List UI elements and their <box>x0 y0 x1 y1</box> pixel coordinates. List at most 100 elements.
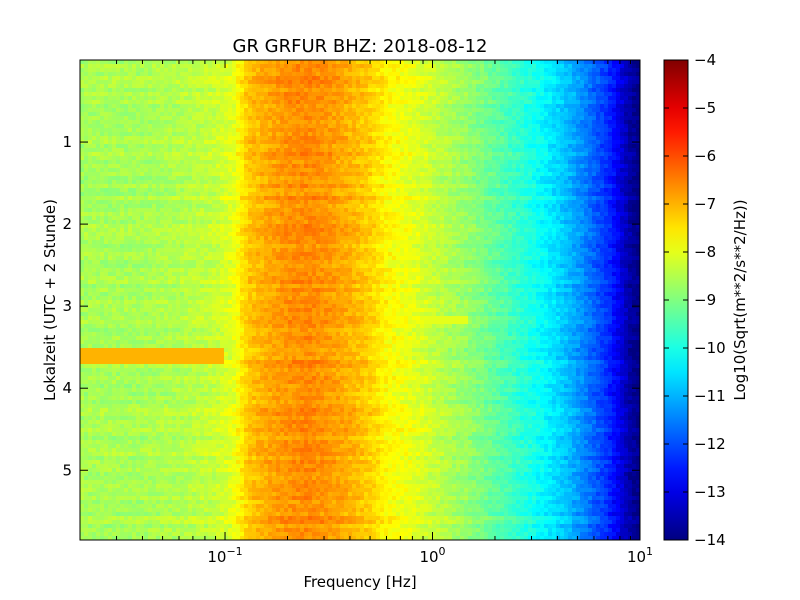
heatmap-cell <box>204 124 209 129</box>
heatmap-cell <box>360 168 365 173</box>
heatmap-cell <box>232 92 237 97</box>
heatmap-cell <box>456 60 461 65</box>
heatmap-cell <box>236 68 241 73</box>
heatmap-cell <box>224 184 229 189</box>
heatmap-cell <box>504 108 509 113</box>
heatmap-cell <box>100 180 105 185</box>
heatmap-cell <box>528 100 533 105</box>
heatmap-cell <box>456 156 461 161</box>
heatmap-cell <box>84 200 89 205</box>
heatmap-cell <box>328 136 333 141</box>
heatmap-cell <box>568 132 573 137</box>
heatmap-cell <box>328 128 333 133</box>
heatmap-cell <box>160 120 165 125</box>
heatmap-cell <box>280 120 285 125</box>
heatmap-cell <box>564 100 569 105</box>
heatmap-cell <box>268 100 273 105</box>
heatmap-cell <box>296 88 301 93</box>
heatmap-cell <box>632 92 637 97</box>
heatmap-cell <box>276 128 281 133</box>
heatmap-cell <box>300 152 305 157</box>
heatmap-cell <box>296 180 301 185</box>
heatmap-cell <box>220 124 225 129</box>
heatmap-cell <box>264 156 269 161</box>
heatmap-cell <box>484 68 489 73</box>
heatmap-cell <box>240 164 245 169</box>
heatmap-cell <box>480 116 485 121</box>
heatmap-cell <box>100 96 105 101</box>
heatmap-cell <box>228 120 233 125</box>
heatmap-cell <box>204 188 209 193</box>
heatmap-cell <box>384 72 389 77</box>
heatmap-cell <box>184 104 189 109</box>
heatmap-cell <box>584 172 589 177</box>
heatmap-cell <box>280 60 285 65</box>
heatmap-cell <box>288 140 293 145</box>
heatmap-cell <box>112 88 117 93</box>
heatmap-cell <box>448 136 453 141</box>
heatmap-cell <box>332 192 337 197</box>
heatmap-cell <box>508 68 513 73</box>
heatmap-cell <box>84 192 89 197</box>
heatmap-cell <box>304 176 309 181</box>
heatmap-cell <box>584 148 589 153</box>
heatmap-cell <box>448 144 453 149</box>
heatmap-cell <box>500 140 505 145</box>
heatmap-cell <box>580 144 585 149</box>
heatmap-cell <box>336 140 341 145</box>
heatmap-cell <box>100 184 105 189</box>
heatmap-cell <box>400 112 405 117</box>
heatmap-cell <box>268 184 273 189</box>
heatmap-cell <box>372 60 377 65</box>
heatmap-cell <box>460 180 465 185</box>
heatmap-cell <box>108 196 113 201</box>
heatmap-cell <box>548 140 553 145</box>
heatmap-cell <box>372 104 377 109</box>
heatmap-cell <box>356 132 361 137</box>
heatmap-cell <box>84 136 89 141</box>
heatmap-cell <box>112 60 117 65</box>
heatmap-cell <box>408 88 413 93</box>
heatmap-cell <box>588 92 593 97</box>
heatmap-cell <box>368 144 373 149</box>
heatmap-cell <box>484 84 489 89</box>
heatmap-cell <box>244 156 249 161</box>
heatmap-cell <box>88 128 93 133</box>
heatmap-cell <box>540 184 545 189</box>
heatmap-cell <box>324 188 329 193</box>
heatmap-cell <box>332 92 337 97</box>
heatmap-cell <box>628 80 633 85</box>
heatmap-cell <box>212 112 217 117</box>
heatmap-cell <box>204 200 209 205</box>
heatmap-cell <box>468 168 473 173</box>
heatmap-cell <box>208 168 213 173</box>
heatmap-cell <box>144 128 149 133</box>
heatmap-cell <box>316 64 321 69</box>
heatmap-cell <box>208 112 213 117</box>
heatmap-cell <box>312 140 317 145</box>
heatmap-cell <box>568 96 573 101</box>
heatmap-cell <box>372 108 377 113</box>
heatmap-cell <box>104 184 109 189</box>
heatmap-cell <box>292 172 297 177</box>
heatmap-cell <box>96 88 101 93</box>
heatmap-cell <box>300 164 305 169</box>
heatmap-cell <box>312 160 317 165</box>
heatmap-cell <box>176 168 181 173</box>
heatmap-cell <box>464 196 469 201</box>
heatmap-cell <box>284 144 289 149</box>
heatmap-cell <box>288 128 293 133</box>
heatmap-cell <box>476 72 481 77</box>
heatmap-cell <box>180 96 185 101</box>
heatmap-cell <box>624 120 629 125</box>
heatmap-cell <box>188 184 193 189</box>
heatmap-cell <box>216 72 221 77</box>
heatmap-cell <box>504 80 509 85</box>
heatmap-cell <box>248 192 253 197</box>
heatmap-cell <box>380 180 385 185</box>
heatmap-cell <box>268 128 273 133</box>
heatmap-cell <box>160 172 165 177</box>
heatmap-cell <box>352 104 357 109</box>
heatmap-cell <box>288 136 293 141</box>
heatmap-cell <box>608 184 613 189</box>
